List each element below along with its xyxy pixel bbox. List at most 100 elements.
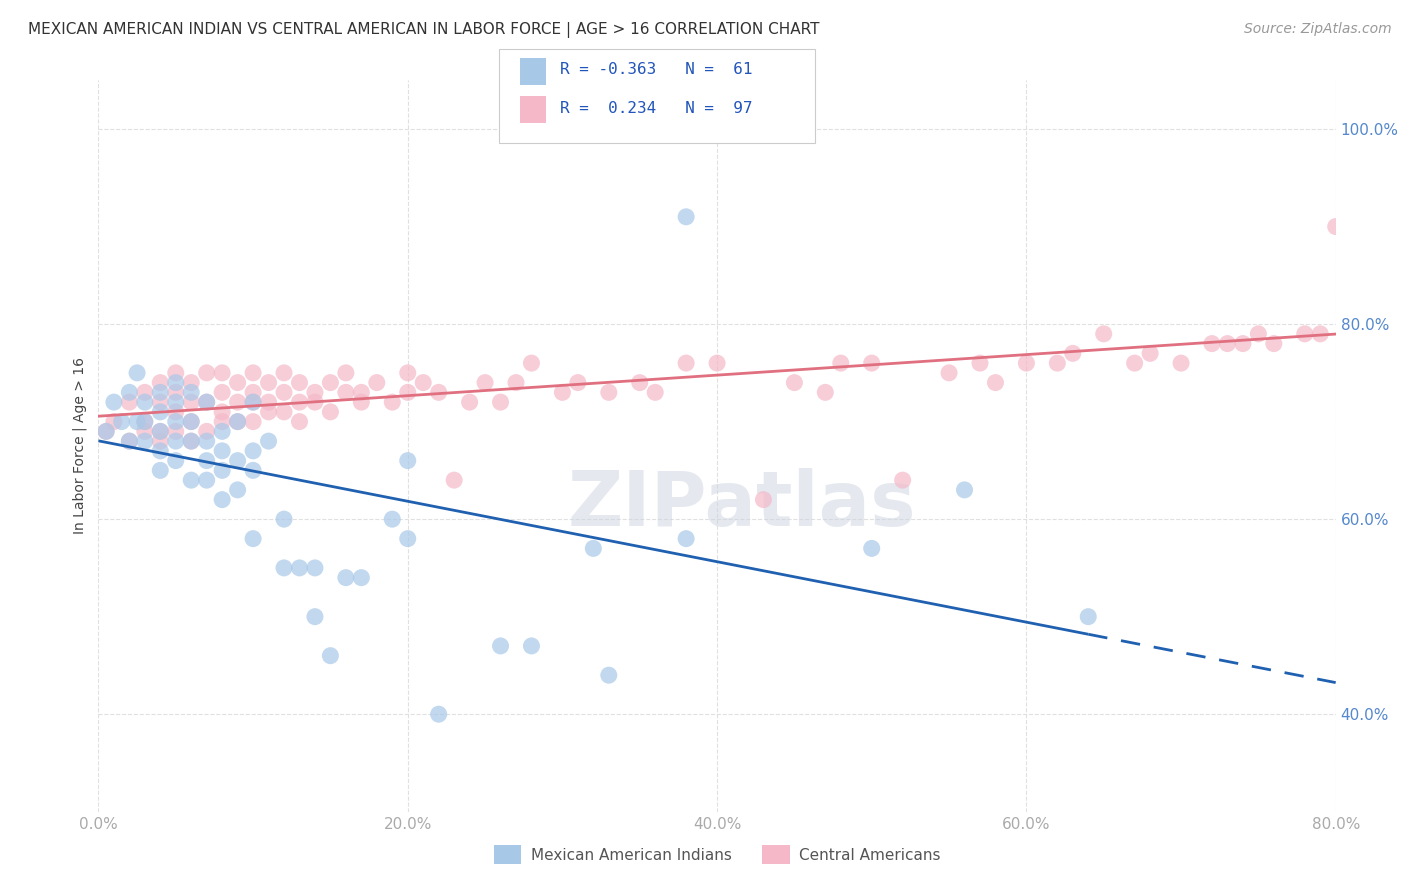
Point	[1309, 326, 1331, 341]
Point	[273, 385, 295, 400]
Point	[180, 434, 202, 449]
Point	[520, 639, 543, 653]
Point	[127, 415, 149, 429]
Text: Source: ZipAtlas.com: Source: ZipAtlas.com	[1244, 22, 1392, 37]
Point	[195, 434, 218, 449]
Point	[180, 415, 202, 429]
Point	[304, 395, 326, 409]
Point	[1139, 346, 1161, 360]
Point	[752, 492, 775, 507]
Point	[273, 405, 295, 419]
Point	[288, 376, 311, 390]
Point	[830, 356, 852, 370]
Text: ZIPatlas: ZIPatlas	[568, 467, 917, 541]
Point	[96, 425, 118, 439]
Point	[304, 609, 326, 624]
Point	[165, 385, 187, 400]
Point	[551, 385, 574, 400]
Point	[1294, 326, 1316, 341]
Text: R =  0.234   N =  97: R = 0.234 N = 97	[560, 101, 752, 116]
Point	[505, 376, 527, 390]
Point	[474, 376, 496, 390]
Point	[1247, 326, 1270, 341]
Point	[149, 385, 172, 400]
Point	[598, 668, 620, 682]
Point	[180, 415, 202, 429]
Point	[427, 707, 450, 722]
Point	[226, 453, 249, 467]
Point	[381, 395, 404, 409]
Point	[242, 385, 264, 400]
Point	[118, 434, 141, 449]
Point	[582, 541, 605, 556]
Point	[195, 366, 218, 380]
Point	[195, 425, 218, 439]
Point	[103, 395, 125, 409]
Point	[242, 415, 264, 429]
Point	[165, 366, 187, 380]
Point	[396, 385, 419, 400]
Point	[242, 366, 264, 380]
Point	[273, 366, 295, 380]
Point	[165, 395, 187, 409]
Point	[242, 532, 264, 546]
Point	[1263, 336, 1285, 351]
Point	[860, 356, 883, 370]
Point	[396, 453, 419, 467]
Point	[1123, 356, 1146, 370]
Point	[134, 395, 156, 409]
Point	[211, 366, 233, 380]
Point	[288, 395, 311, 409]
Point	[211, 385, 233, 400]
Point	[149, 434, 172, 449]
Point	[396, 366, 419, 380]
Point	[706, 356, 728, 370]
Point	[165, 434, 187, 449]
Point	[628, 376, 651, 390]
Point	[242, 443, 264, 458]
Point	[149, 425, 172, 439]
Point	[149, 395, 172, 409]
Point	[675, 210, 697, 224]
Point	[1092, 326, 1115, 341]
Point	[304, 385, 326, 400]
Point	[257, 376, 280, 390]
Point	[211, 492, 233, 507]
Point	[149, 376, 172, 390]
Point	[134, 385, 156, 400]
Point	[149, 443, 172, 458]
Point	[1355, 326, 1378, 341]
Point	[180, 376, 202, 390]
Point	[118, 385, 141, 400]
Point	[149, 463, 172, 477]
Point	[242, 395, 264, 409]
Point	[134, 434, 156, 449]
Point	[489, 395, 512, 409]
Point	[520, 356, 543, 370]
Point	[304, 561, 326, 575]
Point	[350, 571, 373, 585]
Point	[675, 532, 697, 546]
Point	[1386, 326, 1406, 341]
Point	[783, 376, 806, 390]
Point	[134, 425, 156, 439]
Point	[180, 385, 202, 400]
Point	[567, 376, 589, 390]
Point	[1216, 336, 1239, 351]
Point	[335, 385, 357, 400]
Point	[350, 385, 373, 400]
Text: MEXICAN AMERICAN INDIAN VS CENTRAL AMERICAN IN LABOR FORCE | AGE > 16 CORRELATIO: MEXICAN AMERICAN INDIAN VS CENTRAL AMERI…	[28, 22, 820, 38]
Point	[335, 571, 357, 585]
Point	[165, 376, 187, 390]
Point	[319, 405, 342, 419]
Point	[180, 473, 202, 487]
Point	[319, 648, 342, 663]
Point	[366, 376, 388, 390]
Y-axis label: In Labor Force | Age > 16: In Labor Force | Age > 16	[73, 358, 87, 534]
Point	[165, 415, 187, 429]
Point	[180, 434, 202, 449]
Point	[489, 639, 512, 653]
Point	[211, 415, 233, 429]
Point	[1324, 219, 1347, 234]
Point	[938, 366, 960, 380]
